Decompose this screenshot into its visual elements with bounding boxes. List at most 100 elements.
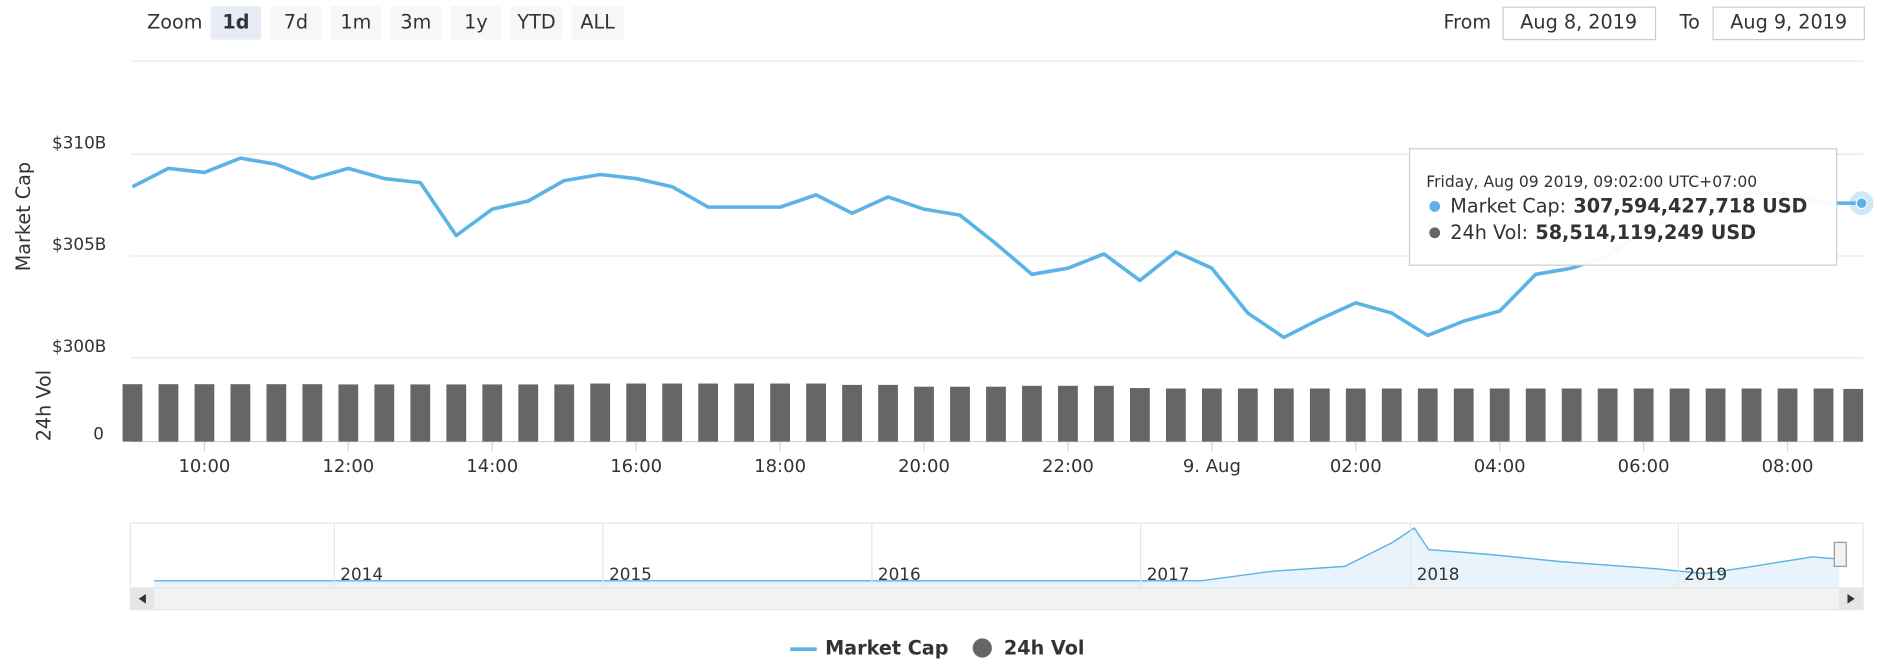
- volume-bar: [806, 383, 826, 442]
- x-tick-label: 12:00: [322, 456, 374, 477]
- volume-bar: [266, 384, 287, 442]
- x-tick-label: 9. Aug: [1183, 456, 1241, 477]
- arrow-left: [138, 594, 146, 604]
- volume-bar: [1165, 388, 1186, 442]
- volume-bar: [1741, 388, 1762, 442]
- volume-bar: [518, 384, 539, 442]
- volume-bar: [1022, 385, 1042, 442]
- zoom-button-label: 1y: [464, 10, 488, 33]
- volume-bar: [374, 384, 395, 442]
- volume-bar: [230, 384, 251, 442]
- volume-bar: [1130, 388, 1150, 442]
- tooltip-value: 58,514,119,249 USD: [1535, 220, 1756, 243]
- x-tick-label: 14:00: [466, 456, 518, 477]
- volume-bar: [1345, 388, 1366, 442]
- volume-bar: [590, 383, 611, 442]
- zoom-button[interactable]: [210, 6, 262, 40]
- y-axis-title: 24h Vol: [33, 370, 56, 441]
- zoom-button[interactable]: [330, 6, 382, 40]
- zoom-button[interactable]: [390, 6, 442, 40]
- volume-bar: [410, 384, 431, 442]
- volume-bar: [1453, 388, 1474, 442]
- to-label: To: [1679, 10, 1700, 33]
- y-tick-label: $300B: [52, 336, 106, 356]
- volume-bar: [770, 383, 790, 442]
- y-tick-label: $310B: [52, 132, 106, 152]
- tooltip-marker: [1429, 227, 1441, 239]
- volume-bar: [986, 386, 1006, 442]
- volume-bar: [1237, 388, 1258, 442]
- zoom-button[interactable]: [450, 6, 502, 40]
- navigator-label: 2018: [1417, 564, 1460, 584]
- zoom-button-label: 1m: [340, 10, 371, 33]
- volume-bar: [698, 383, 719, 442]
- legend-symbol[interactable]: [972, 638, 992, 658]
- x-tick-label: 10:00: [178, 456, 230, 477]
- volume-bar: [302, 384, 323, 442]
- y-tick-label: 0: [93, 423, 104, 443]
- y-axis-title: Market Cap: [12, 162, 35, 271]
- volume-bar: [1273, 388, 1294, 442]
- y-tick-label: $305B: [52, 234, 106, 254]
- volume-bar: [1597, 388, 1618, 442]
- zoom-button-label: 7d: [284, 10, 308, 33]
- volume-bar: [1813, 388, 1834, 442]
- volume-bar: [1417, 388, 1438, 442]
- navigator-handle[interactable]: [1833, 541, 1847, 567]
- to-value: Aug 9, 2019: [1730, 10, 1847, 33]
- x-tick-label: 06:00: [1618, 456, 1670, 477]
- tooltip-row: Market Cap: 307,594,427,718 USD: [1450, 194, 1807, 217]
- legend-label[interactable]: 24h Vol: [1004, 637, 1085, 660]
- volume-bar: [1489, 388, 1510, 442]
- volume-bar: [1058, 385, 1078, 442]
- from-input[interactable]: [1502, 6, 1657, 41]
- volume-bar: [446, 384, 467, 442]
- volume-bar: [1201, 388, 1222, 442]
- x-tick-label: 02:00: [1330, 456, 1382, 477]
- to-input[interactable]: [1712, 6, 1865, 41]
- scrollbar[interactable]: [129, 587, 1864, 611]
- x-tick-label: 22:00: [1042, 456, 1094, 477]
- volume-bar: [482, 384, 503, 442]
- volume-bar: [1705, 388, 1726, 442]
- volume-bar: [1633, 388, 1654, 442]
- tooltip-label: 24h Vol:: [1450, 220, 1528, 243]
- zoom-button-label: 1d: [222, 10, 249, 33]
- from-value: Aug 8, 2019: [1520, 10, 1637, 33]
- arrow-right: [1847, 594, 1855, 604]
- tooltip-row: 24h Vol: 58,514,119,249 USD: [1450, 220, 1756, 243]
- volume-bar: [878, 384, 898, 442]
- navigator-label: 2015: [609, 564, 652, 584]
- navigator-line: [154, 527, 1840, 582]
- volume-bar: [122, 384, 143, 442]
- volume-bar: [626, 383, 647, 442]
- x-tick-label: 08:00: [1762, 456, 1814, 477]
- x-tick-label: 16:00: [610, 456, 662, 477]
- zoom-button[interactable]: [270, 6, 322, 40]
- x-tick-label: 18:00: [754, 456, 806, 477]
- volume-bar: [1777, 388, 1798, 442]
- volume-bar: [1843, 388, 1864, 442]
- volume-bar: [1525, 388, 1546, 442]
- market-cap-line: [131, 156, 1862, 340]
- volume-bar: [950, 386, 970, 442]
- tooltip-box: [1408, 148, 1838, 266]
- legend-label[interactable]: Market Cap: [825, 637, 948, 660]
- zoom-button[interactable]: [510, 6, 563, 40]
- hover-point: [1855, 197, 1868, 210]
- navigator-area: [154, 528, 1840, 588]
- navigator-label: 2019: [1684, 564, 1727, 584]
- zoom-button-label: ALL: [580, 10, 615, 33]
- navigator-label: 2014: [340, 564, 383, 584]
- zoom-button[interactable]: [571, 6, 624, 40]
- volume-bar: [1561, 388, 1582, 442]
- volume-bar: [158, 384, 179, 442]
- volume-bar: [734, 383, 755, 442]
- zoom-button-label: 3m: [400, 10, 431, 33]
- x-tick-label: 20:00: [898, 456, 950, 477]
- tooltip-value: 307,594,427,718 USD: [1573, 194, 1807, 217]
- tooltip-header: Friday, Aug 09 2019, 09:02:00 UTC+07:00: [1426, 173, 1757, 191]
- volume-bar: [1094, 385, 1114, 442]
- volume-bar: [914, 386, 934, 442]
